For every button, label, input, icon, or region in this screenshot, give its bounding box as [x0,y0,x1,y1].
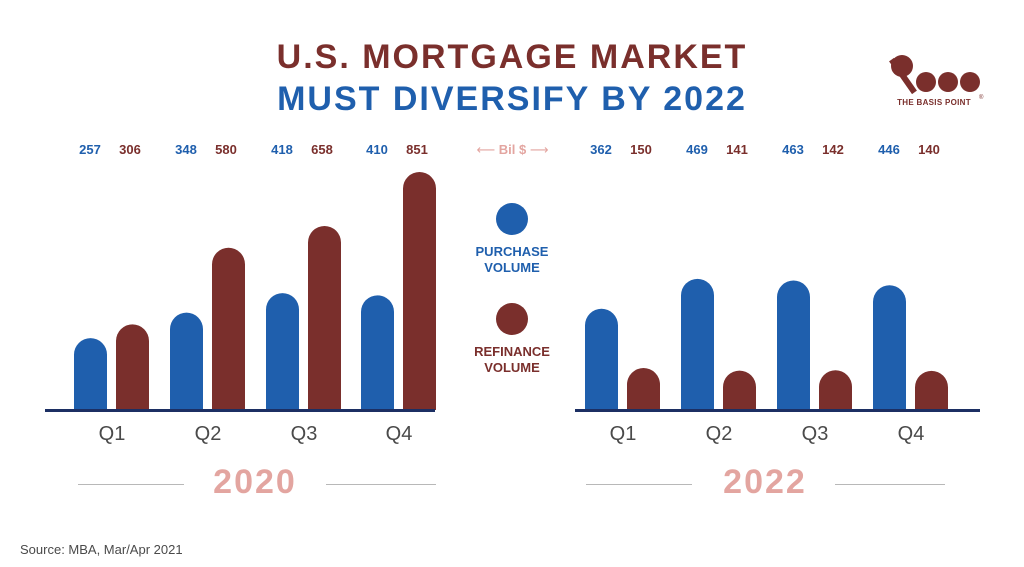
bar-2022-q2-refinance [723,370,756,410]
title-line-1: U.S. MORTGAGE MARKET [276,38,748,76]
year-rule-2020-right [326,484,436,485]
legend-purchase-label: PURCHASE VOLUME [475,244,549,275]
bar-2020-q3-refinance [308,225,341,410]
value-label-2022-q2-refinance: 141 [726,142,748,157]
year-label-2022: 2022 [723,463,807,501]
source-note: Source: MBA, Mar/Apr 2021 [20,542,183,557]
bar-2022-q4-refinance [915,370,948,410]
value-label-2020-q3-refinance: 658 [311,142,333,157]
bar-2022-q1-refinance [627,368,660,410]
bar-2020-q2-purchase [170,312,203,410]
bar-2022-q2-purchase [681,278,714,410]
brand-logo: THE BASIS POINT ® [884,52,994,118]
value-label-2020-q4-purchase: 410 [366,142,388,157]
bar-2020-q1-purchase [74,338,107,410]
bar-2022-q1-purchase [585,308,618,410]
title-line-2: MUST DIVERSIFY BY 2022 [277,80,747,118]
value-label-2022-q2-purchase: 469 [686,142,708,157]
x-tick-2020-q2: Q2 [194,423,222,445]
legend-refinance-dot [496,303,528,335]
x-tick-2022-q3: Q3 [801,423,829,445]
baseline-2020 [45,409,435,412]
value-label-2022-q4-purchase: 446 [878,142,900,157]
arrow-left-icon: ⟵ [476,142,496,157]
x-tick-2022-q2: Q2 [705,423,733,445]
x-tick-2022-q1: Q1 [609,423,637,445]
bar-2020-q3-purchase [266,293,299,410]
value-label-2020-q3-purchase: 418 [271,142,293,157]
unit-label: ⟵ Bil $ ⟶ [455,142,570,158]
value-label-2022-q1-purchase: 362 [590,142,612,157]
bar-2020-q2-refinance [212,247,245,410]
year-rule-2022-right [835,484,945,485]
bar-2022-q4-purchase [873,285,906,410]
bar-2022-q3-refinance [819,370,852,410]
legend-refinance-label: REFINANCE VOLUME [474,344,550,375]
value-label-2020-q4-refinance: 851 [406,142,428,157]
x-tick-2022-q4: Q4 [897,423,925,445]
logo-registered-mark: ® [979,95,984,101]
year-rule-2020-left [78,484,184,485]
percent-logo-icon [889,55,980,95]
value-label-2022-q3-refinance: 142 [822,142,844,157]
bar-2020-q4-refinance [403,172,436,410]
year-rule-2022-left [586,484,692,485]
chart-title: U.S. MORTGAGE MARKET MUST DIVERSIFY BY 2… [0,36,1024,120]
arrow-right-icon: ⟶ [529,142,549,157]
value-label-2022-q1-refinance: 150 [630,142,652,157]
value-label-2020-q2-refinance: 580 [215,142,237,157]
bar-2022-q3-purchase [777,280,810,410]
value-label-2022-q4-refinance: 140 [918,142,940,157]
year-label-2020: 2020 [213,463,297,501]
bar-2020-q1-refinance [116,324,149,410]
value-label-2022-q3-purchase: 463 [782,142,804,157]
x-tick-2020-q3: Q3 [290,423,318,445]
value-label-2020-q1-purchase: 257 [79,142,101,157]
baseline-2022 [575,409,980,412]
logo-text: THE BASIS POINT [897,98,971,107]
bar-2020-q4-purchase [361,295,394,410]
unit-text: Bil $ [498,142,527,157]
x-tick-2020-q1: Q1 [98,423,126,445]
x-tick-2020-q4: Q4 [385,423,413,445]
value-label-2020-q1-refinance: 306 [119,142,141,157]
legend-purchase-dot [496,203,528,235]
value-label-2020-q2-purchase: 348 [175,142,197,157]
